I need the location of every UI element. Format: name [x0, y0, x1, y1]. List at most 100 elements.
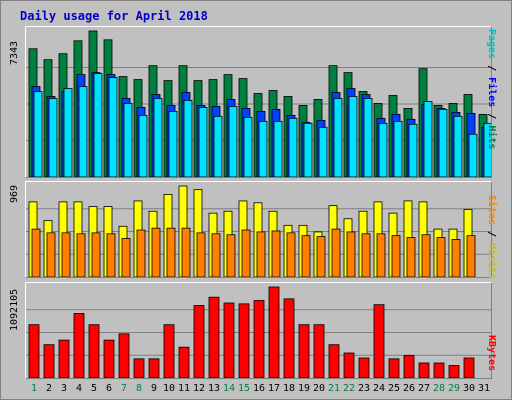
bar-pages-day-16	[258, 120, 268, 177]
bar-sites-day-16	[256, 231, 266, 277]
bar-pages-day-6	[108, 77, 118, 177]
bar-sites-day-21	[331, 228, 341, 277]
legend-sep: /	[486, 59, 497, 78]
bar-pages-day-8	[138, 114, 148, 177]
bar-sites-day-25	[391, 235, 401, 277]
bar-sites-day-22	[346, 231, 356, 277]
x-tick-label: 21	[327, 383, 341, 394]
bar-pages-day-20	[318, 126, 328, 177]
bar-kbytes-day-17	[268, 286, 280, 378]
x-tick-label: 9	[150, 383, 158, 394]
bar-pages-day-18	[288, 117, 298, 177]
bar-sites-day-19	[301, 235, 311, 277]
x-tick-label: 3	[60, 383, 68, 394]
bar-sites-day-13	[211, 233, 221, 277]
x-tick-label: 5	[90, 383, 98, 394]
bar-kbytes-day-14	[223, 302, 235, 378]
bar-pages-day-24	[378, 122, 388, 177]
x-tick-label: 27	[417, 383, 431, 394]
bar-kbytes-day-23	[358, 357, 370, 378]
visits-sites-chart	[26, 185, 491, 277]
bar-kbytes-day-25	[388, 358, 400, 378]
legend-sep: /	[486, 107, 497, 126]
bar-kbytes-day-27	[418, 362, 430, 378]
bar-pages-day-11	[183, 100, 193, 177]
bar-pages-day-31	[483, 122, 491, 177]
bar-pages-day-9	[153, 98, 163, 177]
bar-kbytes-day-13	[208, 296, 220, 378]
bar-sites-day-30	[466, 235, 476, 277]
bar-sites-day-7	[121, 238, 131, 277]
bar-sites-day-23	[361, 233, 371, 277]
bar-sites-day-20	[316, 236, 326, 277]
bar-kbytes-day-22	[343, 352, 355, 378]
bar-pages-day-21	[333, 98, 343, 177]
bar-sites-day-8	[136, 229, 146, 277]
x-tick-label: 24	[372, 383, 386, 394]
bar-kbytes-day-2	[43, 344, 55, 378]
bar-sites-day-6	[106, 233, 116, 277]
bar-sites-day-29	[451, 239, 461, 277]
bar-sites-day-17	[271, 230, 281, 277]
bar-pages-day-30	[468, 133, 478, 177]
x-tick-label: 13	[207, 383, 221, 394]
x-tick-label: 12	[192, 383, 206, 394]
bar-kbytes-day-28	[433, 362, 445, 378]
x-tick-label: 25	[387, 383, 401, 394]
bar-pages-day-12	[198, 107, 208, 177]
visits-max-label: 969	[9, 184, 20, 203]
bar-pages-day-7	[123, 103, 133, 177]
x-axis-labels: 1 2 3 4 5 6 7 8 9 10 11 12 13 14 15 16 17 18 19 20 21 22 23 24 2…	[25, 383, 492, 397]
bar-pages-day-26	[408, 123, 418, 177]
bar-pages-day-28	[438, 108, 448, 177]
x-tick-label: 8	[135, 383, 143, 394]
bar-sites-day-10	[166, 227, 176, 277]
legend-visits: Visits	[486, 243, 497, 280]
bar-sites-day-24	[376, 233, 386, 277]
legend-files: Files	[486, 77, 497, 108]
bar-kbytes-day-26	[403, 355, 415, 378]
bar-kbytes-day-7	[118, 333, 130, 378]
bar-sites-day-15	[241, 229, 251, 277]
x-tick-label: 10	[162, 383, 176, 394]
bar-kbytes-day-18	[283, 298, 295, 378]
kbytes-panel	[25, 282, 492, 379]
x-tick-label: 30	[462, 383, 476, 394]
bar-sites-day-26	[406, 237, 416, 277]
bar-sites-day-11	[181, 227, 191, 277]
bar-kbytes-day-3	[58, 339, 70, 378]
visits-sites-panel	[25, 181, 492, 278]
legend-sep: /	[486, 225, 497, 244]
bar-kbytes-day-20	[313, 324, 325, 378]
bar-sites-day-14	[226, 234, 236, 277]
bar-pages-day-27	[423, 101, 433, 177]
x-tick-label: 11	[177, 383, 191, 394]
x-tick-label: 7	[120, 383, 128, 394]
x-tick-label: 28	[432, 383, 446, 394]
x-tick-label: 16	[252, 383, 266, 394]
bar-kbytes-day-29	[448, 365, 460, 378]
bar-kbytes-day-9	[148, 358, 160, 378]
bar-kbytes-day-21	[328, 344, 340, 378]
bar-kbytes-day-4	[73, 313, 85, 378]
legend-kbytes: KBytes	[486, 335, 497, 372]
x-tick-label: 29	[447, 383, 461, 394]
x-tick-label: 18	[282, 383, 296, 394]
pages-files-hits-chart	[26, 30, 491, 177]
bar-sites-day-5	[91, 232, 101, 277]
bar-kbytes-day-12	[193, 305, 205, 378]
x-tick-label: 2	[45, 383, 53, 394]
bar-pages-day-22	[348, 96, 358, 177]
bar-pages-day-3	[63, 88, 73, 177]
bar-pages-day-5	[93, 73, 103, 177]
x-tick-label: 19	[297, 383, 311, 394]
bar-pages-day-15	[243, 116, 253, 177]
bar-kbytes-day-8	[133, 358, 145, 378]
bar-kbytes-day-30	[463, 357, 475, 378]
x-tick-label: 14	[222, 383, 236, 394]
bar-sites-day-27	[421, 234, 431, 277]
bar-pages-day-29	[453, 115, 463, 177]
legend-hits: Hits	[486, 125, 497, 150]
bar-kbytes-day-5	[88, 324, 100, 378]
